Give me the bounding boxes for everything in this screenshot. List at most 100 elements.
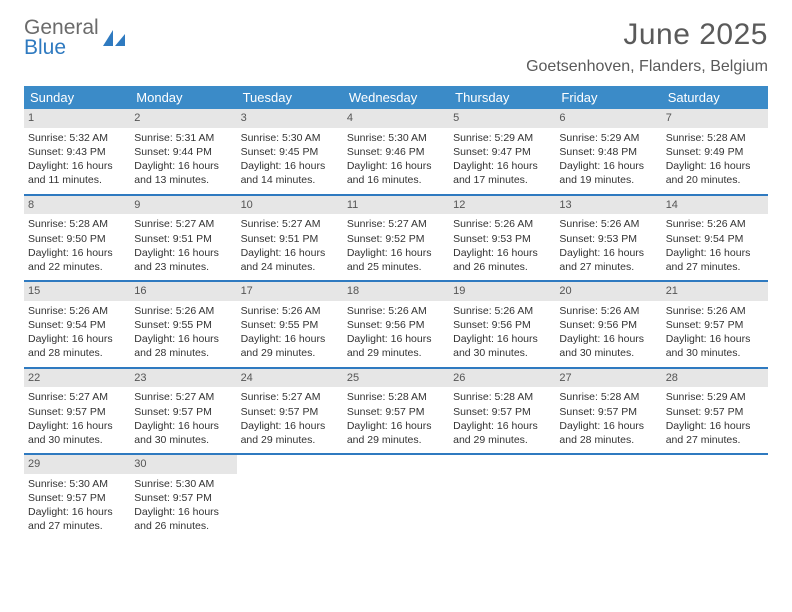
sunset-text: Sunset: 9:57 PM — [453, 405, 551, 419]
day-number: 24 — [237, 369, 343, 388]
sunrise-text: Sunrise: 5:27 AM — [134, 217, 232, 231]
day-header-row: Sunday Monday Tuesday Wednesday Thursday… — [24, 86, 768, 109]
daylight-text: and 11 minutes. — [28, 173, 126, 187]
sunset-text: Sunset: 9:50 PM — [28, 232, 126, 246]
sunset-text: Sunset: 9:56 PM — [453, 318, 551, 332]
day-header: Tuesday — [237, 86, 343, 109]
sunset-text: Sunset: 9:57 PM — [347, 405, 445, 419]
day-cell: 22Sunrise: 5:27 AMSunset: 9:57 PMDayligh… — [24, 369, 130, 454]
day-number: 12 — [449, 196, 555, 215]
daylight-text: Daylight: 16 hours — [666, 332, 764, 346]
day-number: 30 — [130, 455, 236, 474]
logo-text: General Blue — [24, 18, 99, 58]
daylight-text: Daylight: 16 hours — [559, 332, 657, 346]
daylight-text: Daylight: 16 hours — [28, 332, 126, 346]
daylight-text: and 23 minutes. — [134, 260, 232, 274]
daylight-text: Daylight: 16 hours — [28, 505, 126, 519]
sunrise-text: Sunrise: 5:29 AM — [453, 131, 551, 145]
day-cell: 20Sunrise: 5:26 AMSunset: 9:56 PMDayligh… — [555, 282, 661, 367]
daylight-text: and 30 minutes. — [666, 346, 764, 360]
sunset-text: Sunset: 9:57 PM — [134, 405, 232, 419]
sunrise-text: Sunrise: 5:26 AM — [666, 217, 764, 231]
daylight-text: and 29 minutes. — [347, 433, 445, 447]
day-cell: 28Sunrise: 5:29 AMSunset: 9:57 PMDayligh… — [662, 369, 768, 454]
daylight-text: Daylight: 16 hours — [28, 159, 126, 173]
sunrise-text: Sunrise: 5:28 AM — [666, 131, 764, 145]
sunset-text: Sunset: 9:45 PM — [241, 145, 339, 159]
weeks-container: 1Sunrise: 5:32 AMSunset: 9:43 PMDaylight… — [24, 109, 768, 540]
sunset-text: Sunset: 9:57 PM — [559, 405, 657, 419]
daylight-text: Daylight: 16 hours — [134, 159, 232, 173]
sunrise-text: Sunrise: 5:28 AM — [559, 390, 657, 404]
daylight-text: and 29 minutes. — [241, 433, 339, 447]
week-row: 8Sunrise: 5:28 AMSunset: 9:50 PMDaylight… — [24, 196, 768, 283]
sunrise-text: Sunrise: 5:26 AM — [559, 304, 657, 318]
sunset-text: Sunset: 9:55 PM — [134, 318, 232, 332]
sunset-text: Sunset: 9:57 PM — [241, 405, 339, 419]
week-row: 15Sunrise: 5:26 AMSunset: 9:54 PMDayligh… — [24, 282, 768, 369]
day-number: 1 — [24, 109, 130, 128]
daylight-text: Daylight: 16 hours — [347, 159, 445, 173]
day-number: 5 — [449, 109, 555, 128]
day-cell: 3Sunrise: 5:30 AMSunset: 9:45 PMDaylight… — [237, 109, 343, 194]
sunset-text: Sunset: 9:48 PM — [559, 145, 657, 159]
day-cell: 24Sunrise: 5:27 AMSunset: 9:57 PMDayligh… — [237, 369, 343, 454]
daylight-text: Daylight: 16 hours — [28, 419, 126, 433]
daylight-text: Daylight: 16 hours — [347, 246, 445, 260]
day-number: 10 — [237, 196, 343, 215]
empty-cell — [555, 455, 661, 540]
week-row: 22Sunrise: 5:27 AMSunset: 9:57 PMDayligh… — [24, 369, 768, 456]
day-header: Sunday — [24, 86, 130, 109]
day-number: 19 — [449, 282, 555, 301]
sunrise-text: Sunrise: 5:28 AM — [28, 217, 126, 231]
sunrise-text: Sunrise: 5:30 AM — [241, 131, 339, 145]
sunset-text: Sunset: 9:57 PM — [28, 405, 126, 419]
sunset-text: Sunset: 9:54 PM — [28, 318, 126, 332]
day-cell: 16Sunrise: 5:26 AMSunset: 9:55 PMDayligh… — [130, 282, 236, 367]
daylight-text: and 27 minutes. — [666, 260, 764, 274]
empty-cell — [662, 455, 768, 540]
daylight-text: Daylight: 16 hours — [28, 246, 126, 260]
day-number: 21 — [662, 282, 768, 301]
daylight-text: Daylight: 16 hours — [241, 419, 339, 433]
daylight-text: Daylight: 16 hours — [559, 159, 657, 173]
daylight-text: Daylight: 16 hours — [453, 419, 551, 433]
day-number: 23 — [130, 369, 236, 388]
daylight-text: Daylight: 16 hours — [666, 159, 764, 173]
sunrise-text: Sunrise: 5:26 AM — [134, 304, 232, 318]
day-number: 18 — [343, 282, 449, 301]
sunrise-text: Sunrise: 5:29 AM — [666, 390, 764, 404]
daylight-text: Daylight: 16 hours — [134, 505, 232, 519]
day-number: 25 — [343, 369, 449, 388]
sunrise-text: Sunrise: 5:27 AM — [28, 390, 126, 404]
day-cell: 7Sunrise: 5:28 AMSunset: 9:49 PMDaylight… — [662, 109, 768, 194]
daylight-text: and 30 minutes. — [134, 433, 232, 447]
sunrise-text: Sunrise: 5:27 AM — [241, 217, 339, 231]
daylight-text: and 30 minutes. — [453, 346, 551, 360]
sunrise-text: Sunrise: 5:26 AM — [559, 217, 657, 231]
daylight-text: Daylight: 16 hours — [347, 332, 445, 346]
day-number: 11 — [343, 196, 449, 215]
day-header: Thursday — [449, 86, 555, 109]
sunrise-text: Sunrise: 5:26 AM — [347, 304, 445, 318]
logo: General Blue — [24, 18, 127, 58]
sunset-text: Sunset: 9:57 PM — [134, 491, 232, 505]
day-cell: 14Sunrise: 5:26 AMSunset: 9:54 PMDayligh… — [662, 196, 768, 281]
daylight-text: Daylight: 16 hours — [453, 159, 551, 173]
sunset-text: Sunset: 9:55 PM — [241, 318, 339, 332]
day-cell: 11Sunrise: 5:27 AMSunset: 9:52 PMDayligh… — [343, 196, 449, 281]
daylight-text: and 17 minutes. — [453, 173, 551, 187]
daylight-text: and 27 minutes. — [666, 433, 764, 447]
page-subtitle: Goetsenhoven, Flanders, Belgium — [526, 58, 768, 76]
day-cell: 13Sunrise: 5:26 AMSunset: 9:53 PMDayligh… — [555, 196, 661, 281]
sunrise-text: Sunrise: 5:32 AM — [28, 131, 126, 145]
day-number: 16 — [130, 282, 236, 301]
day-number: 14 — [662, 196, 768, 215]
day-number: 9 — [130, 196, 236, 215]
daylight-text: and 16 minutes. — [347, 173, 445, 187]
daylight-text: and 22 minutes. — [28, 260, 126, 274]
day-cell: 30Sunrise: 5:30 AMSunset: 9:57 PMDayligh… — [130, 455, 236, 540]
day-cell: 27Sunrise: 5:28 AMSunset: 9:57 PMDayligh… — [555, 369, 661, 454]
empty-cell — [449, 455, 555, 540]
day-cell: 12Sunrise: 5:26 AMSunset: 9:53 PMDayligh… — [449, 196, 555, 281]
